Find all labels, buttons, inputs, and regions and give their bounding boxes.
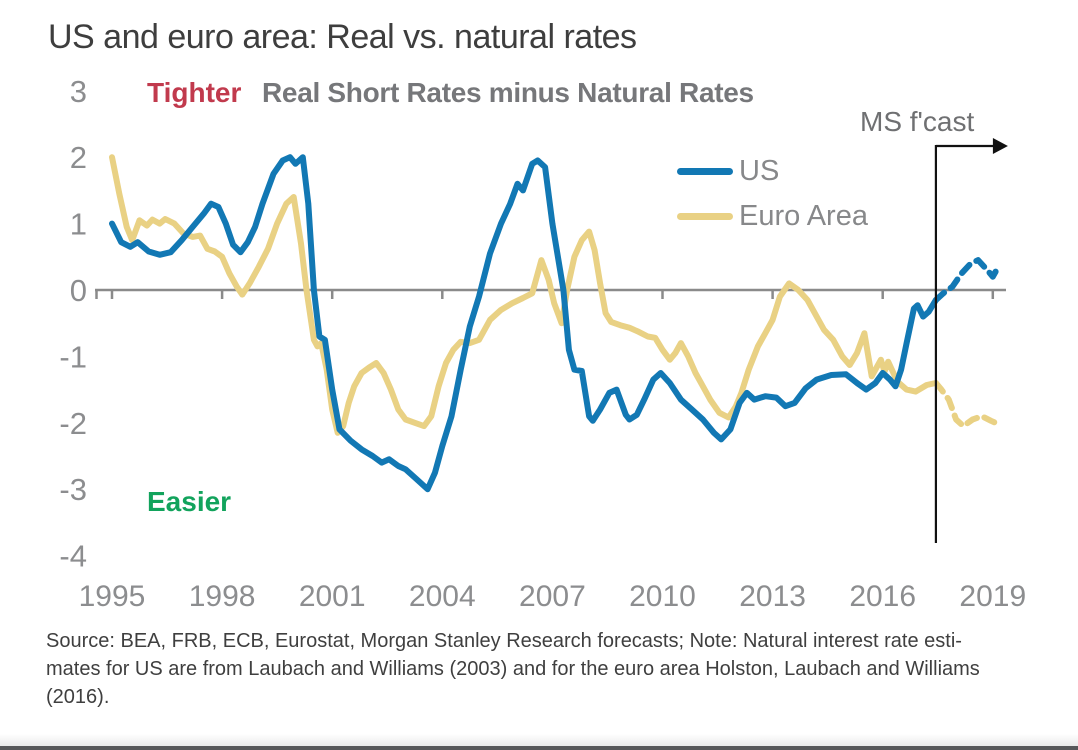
forecast-arrow-head — [992, 138, 1008, 154]
chart-subtitle: Real Short Rates minus Natural Rates — [262, 77, 754, 108]
x-tick-label: 1995 — [79, 580, 146, 613]
source-note-line: mates for US are from Laubach and Willia… — [46, 658, 980, 680]
y-tick-label: 0 — [70, 273, 87, 308]
x-tick-label: 2010 — [629, 580, 696, 613]
y-tick-label: 3 — [70, 74, 87, 109]
y-tick-label: -1 — [59, 339, 87, 374]
y-tick-label: -2 — [59, 406, 87, 441]
x-tick-label: 2016 — [849, 580, 916, 613]
source-note-line: Source: BEA, FRB, ECB, Eurostat, Morgan … — [46, 630, 962, 652]
legend-item-us: US — [677, 155, 779, 188]
page-title: US and euro area: Real vs. natural rates — [48, 18, 637, 56]
y-tick-label: 2 — [70, 140, 87, 175]
easier-annotation: Easier — [147, 486, 232, 517]
us-line-swatch — [677, 168, 733, 175]
y-tick-label: -3 — [59, 472, 87, 507]
y-tick-label: 1 — [70, 207, 87, 242]
window-bottom-edge — [0, 734, 1078, 750]
x-tick-label: 1998 — [189, 580, 256, 613]
x-tick-label: 2013 — [739, 580, 806, 613]
ms-forecast-annotation: MS f'cast — [860, 106, 975, 137]
euro-line-swatch — [677, 213, 733, 220]
euro-line — [109, 154, 939, 436]
source-note: Source: BEA, FRB, ECB, Eurostat, Morgan … — [46, 627, 1056, 711]
legend-item-euro: Euro Area — [677, 200, 868, 233]
tighter-annotation: Tighter — [147, 77, 242, 108]
legend-label-euro: Euro Area — [739, 200, 868, 232]
us-forecast-line — [932, 257, 1002, 303]
x-tick-label: 2001 — [299, 580, 366, 613]
x-tick-label: 2007 — [519, 580, 586, 613]
source-note-line: (2016). — [46, 686, 110, 708]
y-tick-label: -4 — [59, 539, 87, 574]
x-tick-label: 2004 — [409, 580, 476, 613]
euro-forecast-line — [932, 380, 1002, 430]
legend-label-us: US — [739, 155, 780, 187]
x-tick-label: 2019 — [959, 580, 1026, 613]
us-line — [109, 154, 939, 493]
window-border-bar — [0, 746, 1078, 750]
